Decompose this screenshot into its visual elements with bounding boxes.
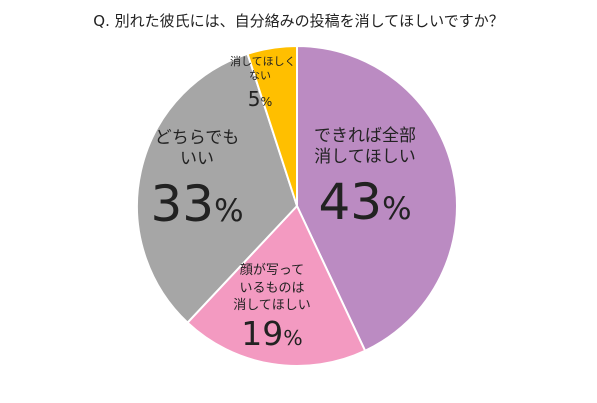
percent-unit: % — [382, 190, 412, 227]
slice-all — [296, 45, 458, 352]
slice-label-either: どちらでも いい 33% — [147, 128, 247, 235]
slice-percent: 43% — [310, 171, 420, 234]
slice-value: 19 — [241, 313, 284, 353]
slice-name-line: ない — [249, 69, 271, 83]
slice-name-line: 消してほしく — [230, 55, 296, 68]
slice-name-line: できれば全部 — [314, 126, 416, 146]
slice-name-line: 消してほしい — [314, 147, 416, 168]
slice-name-line: 消してほしい — [233, 298, 311, 314]
percent-unit: % — [214, 192, 244, 229]
percent-unit: % — [260, 93, 273, 109]
slice-either — [136, 52, 298, 324]
slice-no — [246, 45, 298, 207]
slice-value: 5 — [247, 86, 261, 111]
slice-label-no: 消してほしく ない 5% — [230, 55, 296, 112]
percent-unit: % — [283, 325, 303, 350]
slice-percent: 33% — [147, 173, 247, 236]
slice-percent: 19% — [217, 313, 327, 353]
slice-name-line: いい — [180, 149, 214, 170]
slice-face — [186, 205, 367, 367]
slice-name-line: どちらでも — [154, 128, 240, 148]
slice-percent: 5% — [230, 86, 290, 112]
slice-label-all: できれば全部 消してほしい 43% — [310, 126, 420, 233]
slice-value: 33 — [150, 174, 215, 233]
slice-name-line: 顔が写って — [239, 263, 305, 278]
chart-title: Q. 別れた彼氏には、自分絡みの投稿を消してほしいですか？ — [93, 12, 504, 30]
slice-label-face: 顔が写って いるものは 消してほしい 19% — [217, 262, 327, 351]
slice-name-line: いるものは — [239, 280, 305, 296]
slice-value: 43 — [318, 172, 383, 231]
